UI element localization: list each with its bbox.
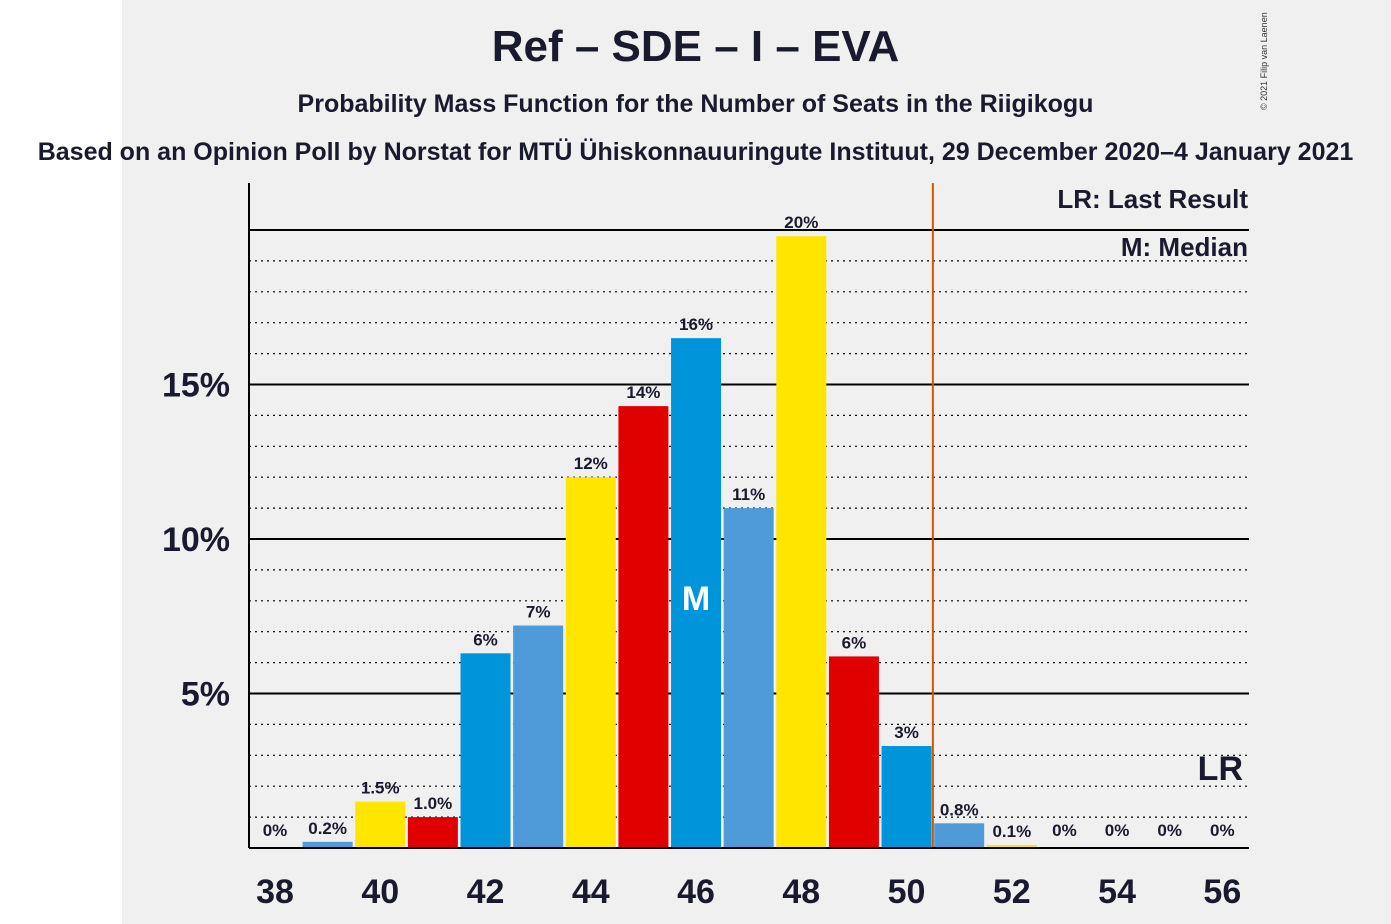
poll-description: Based on an Opinion Poll by Norstat for … bbox=[37, 138, 1354, 166]
data-label-seat-44: 12% bbox=[574, 454, 608, 473]
data-label-seat-54: 0% bbox=[1105, 821, 1130, 840]
legend-last-result: LR: Last Result bbox=[1057, 184, 1248, 214]
axes: 5% 10% 15% 38 40 42 44 46 48 50 52 54 56 bbox=[162, 183, 1249, 911]
bar-seat-52 bbox=[986, 844, 1037, 848]
x-tick-label: 44 bbox=[572, 873, 610, 911]
bar-seat-45 bbox=[618, 406, 669, 848]
x-tick-label: 54 bbox=[1098, 873, 1136, 911]
bar-seat-41 bbox=[407, 817, 458, 848]
x-tick-label: 38 bbox=[256, 873, 294, 911]
data-label-seat-46: 16% bbox=[679, 315, 713, 334]
data-label-seat-39: 0.2% bbox=[308, 819, 347, 838]
data-label-seat-48: 20% bbox=[784, 213, 818, 232]
legend-median: M: Median bbox=[1120, 232, 1248, 262]
x-tick-label: 46 bbox=[677, 873, 715, 911]
data-label-seat-53: 0% bbox=[1052, 821, 1077, 840]
bar-seat-44 bbox=[565, 477, 616, 848]
bar-seat-43 bbox=[513, 625, 564, 848]
bar-seat-49 bbox=[828, 656, 879, 848]
bar-seat-40 bbox=[355, 801, 406, 848]
y-tick-label: 15% bbox=[162, 367, 230, 405]
bar-seat-51 bbox=[934, 823, 985, 848]
data-label-seat-42: 6% bbox=[473, 630, 498, 649]
bar-seat-48 bbox=[776, 236, 827, 848]
x-tick-label: 56 bbox=[1203, 873, 1241, 911]
x-tick-label: 48 bbox=[782, 873, 820, 911]
data-label-seat-40: 1.5% bbox=[361, 779, 400, 798]
bars bbox=[302, 236, 1037, 848]
x-tick-label: 52 bbox=[993, 873, 1031, 911]
median-marker: M bbox=[682, 580, 710, 618]
bar-seat-46 bbox=[671, 338, 722, 848]
bar-seat-39 bbox=[302, 841, 353, 848]
data-label-seat-43: 7% bbox=[526, 603, 551, 622]
y-tick-label: 10% bbox=[162, 521, 230, 559]
data-label-seat-49: 6% bbox=[842, 633, 867, 652]
x-tick-label: 40 bbox=[361, 873, 399, 911]
chart-title: Ref – SDE – I – EVA bbox=[491, 22, 900, 71]
data-labels: 0% 0.2% 1.5% 1.0% 6% 7% 12% 14% 16% 11% 20% 6% 3% 0.8… bbox=[263, 213, 1243, 841]
data-label-seat-45: 14% bbox=[626, 383, 660, 402]
x-tick-label: 50 bbox=[888, 873, 926, 911]
data-label-seat-50: 3% bbox=[894, 723, 919, 742]
data-label-seat-56: 0% bbox=[1210, 821, 1235, 840]
bar-seat-50 bbox=[881, 746, 932, 848]
bar-seat-42 bbox=[460, 653, 511, 848]
data-label-seat-41: 1.0% bbox=[414, 794, 453, 813]
x-tick-label: 42 bbox=[467, 873, 505, 911]
data-label-seat-52: 0.1% bbox=[992, 822, 1031, 841]
data-label-seat-51: 0.8% bbox=[940, 800, 979, 819]
data-label-seat-47: 11% bbox=[732, 485, 765, 504]
data-label-seat-55: 0% bbox=[1157, 821, 1182, 840]
data-label-seat-38: 0% bbox=[263, 821, 288, 840]
chart-subtitle: Probability Mass Function for the Number… bbox=[297, 90, 1094, 118]
bar-seat-47 bbox=[723, 508, 774, 848]
y-tick-label: 5% bbox=[181, 676, 230, 714]
last-result-marker: LR bbox=[1198, 750, 1243, 788]
